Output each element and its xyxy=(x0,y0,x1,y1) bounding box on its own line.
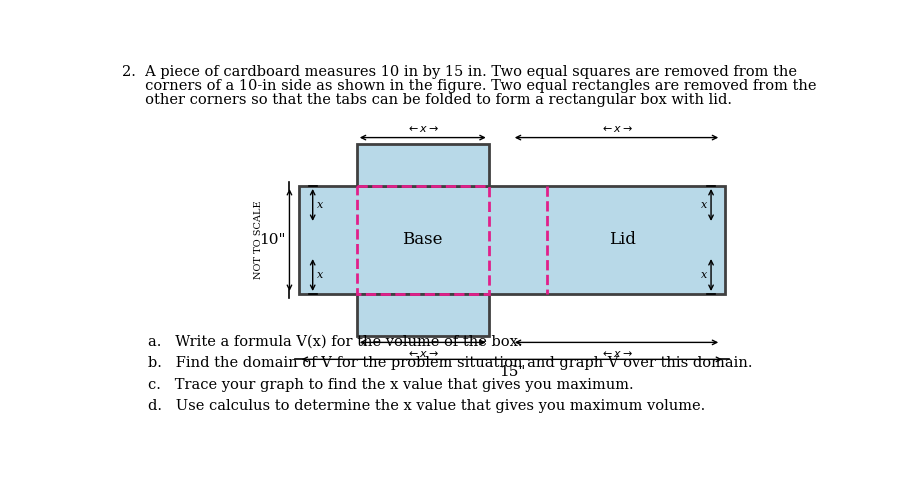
Text: 15": 15" xyxy=(499,366,525,379)
Text: corners of a 10-in side as shown in the figure. Two equal rectangles are removed: corners of a 10-in side as shown in the … xyxy=(122,79,816,93)
Bar xyxy=(299,186,725,294)
Bar xyxy=(357,186,489,294)
Text: Lid: Lid xyxy=(609,232,636,248)
Text: x: x xyxy=(317,270,323,280)
Text: x: x xyxy=(701,200,707,210)
Text: b.   Find the domain of V for the problem situation and graph V over this domain: b. Find the domain of V for the problem … xyxy=(148,356,752,370)
Text: $\leftarrow x \rightarrow$: $\leftarrow x \rightarrow$ xyxy=(406,349,439,359)
Text: $\leftarrow x \rightarrow$: $\leftarrow x \rightarrow$ xyxy=(406,123,439,134)
Text: d.   Use calculus to determine the x value that gives you maximum volume.: d. Use calculus to determine the x value… xyxy=(148,400,704,413)
Text: x: x xyxy=(701,270,707,280)
Bar xyxy=(357,294,489,336)
Text: c.   Trace your graph to find the x value that gives you maximum.: c. Trace your graph to find the x value … xyxy=(148,378,633,392)
Text: 2.  A piece of cardboard measures 10 in by 15 in. Two equal squares are removed : 2. A piece of cardboard measures 10 in b… xyxy=(122,65,797,79)
Bar xyxy=(357,144,489,186)
Text: 10": 10" xyxy=(259,233,286,247)
Text: $\leftarrow x \rightarrow$: $\leftarrow x \rightarrow$ xyxy=(600,123,633,134)
Text: NOT TO SCALE: NOT TO SCALE xyxy=(254,201,263,279)
Text: Base: Base xyxy=(402,232,443,248)
Text: a.   Write a formula V(x) for the volume of the box.: a. Write a formula V(x) for the volume o… xyxy=(148,335,522,349)
Text: $\leftarrow x \rightarrow$: $\leftarrow x \rightarrow$ xyxy=(600,349,633,359)
Text: other corners so that the tabs can be folded to form a rectangular box with lid.: other corners so that the tabs can be fo… xyxy=(122,93,732,107)
Text: x: x xyxy=(317,200,323,210)
